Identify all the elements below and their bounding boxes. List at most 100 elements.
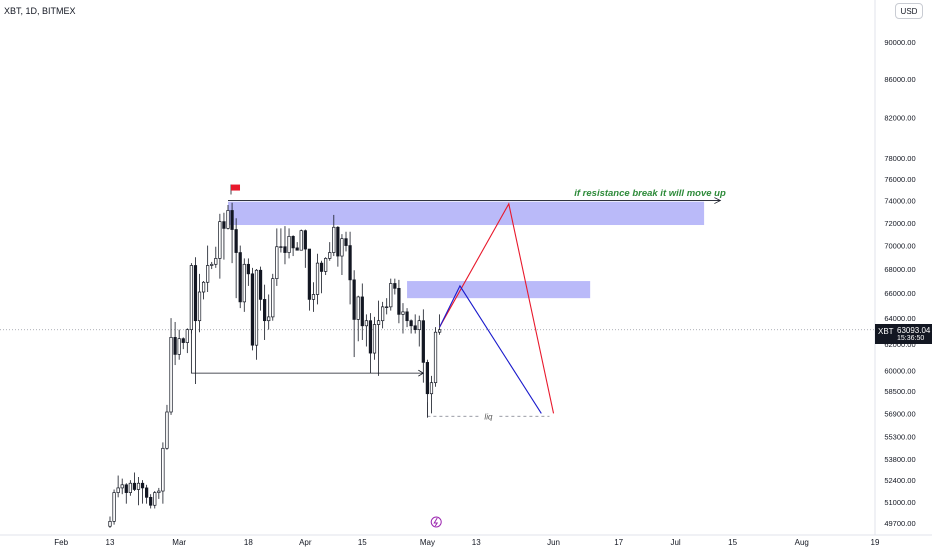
candle-bear: [409, 320, 413, 327]
candle-bull: [433, 331, 438, 384]
currency-button[interactable]: USD: [895, 3, 923, 19]
y-tick-label: 64000.00: [884, 314, 915, 323]
y-tick-label: 72000.00: [884, 219, 915, 228]
y-tick-label: 86000.00: [884, 75, 915, 84]
y-tick-label: 82000.00: [884, 113, 915, 122]
resistance-zone: [407, 281, 591, 299]
candle-bear: [421, 320, 425, 363]
candle-bull: [197, 291, 202, 322]
candle-bear: [230, 210, 234, 230]
candle-bull: [271, 278, 275, 318]
candle-bear: [283, 246, 287, 253]
candle-bear: [368, 320, 373, 354]
x-tick-label: 19: [871, 538, 880, 547]
x-tick-label: May: [420, 538, 435, 547]
candle-bull: [267, 316, 271, 322]
candle-bull: [328, 252, 332, 259]
candle-bull: [206, 265, 210, 283]
candle-bear: [250, 273, 255, 346]
y-tick-label: 56900.00: [884, 409, 915, 418]
candle-bull: [214, 258, 218, 265]
price-tag-symbol: XBT: [878, 327, 894, 336]
candle-bull: [108, 521, 112, 527]
candle-bear: [173, 337, 177, 355]
y-tick-label: 68000.00: [884, 265, 915, 274]
flag-icon: [231, 184, 241, 191]
candle-bull: [315, 262, 320, 295]
candle-bull: [324, 258, 328, 272]
candle-bull: [185, 329, 189, 343]
candle-bull: [385, 306, 389, 308]
candle-bull: [332, 226, 336, 253]
y-tick-label: 78000.00: [884, 154, 915, 163]
x-tick-label: 17: [614, 538, 623, 547]
candle-bull: [401, 311, 405, 315]
candle-bear: [132, 482, 137, 490]
liquidity-label: liq: [484, 412, 493, 421]
x-tick-label: Aug: [795, 538, 809, 547]
candle-bull: [120, 484, 124, 489]
candle-bull: [364, 320, 368, 327]
x-tick-label: 18: [244, 538, 253, 547]
candle-bull: [381, 306, 385, 322]
candle-bear: [336, 226, 340, 257]
candle-bull: [279, 246, 283, 248]
candle-bear: [246, 263, 250, 275]
candle-bear: [319, 262, 324, 272]
y-tick-label: 76000.00: [884, 175, 915, 184]
x-tick-label: 15: [358, 538, 367, 547]
candle-bear: [344, 238, 348, 246]
candle-bear: [140, 482, 145, 489]
y-tick-label: 90000.00: [884, 38, 915, 47]
candle-bear: [234, 229, 238, 253]
candle-bear: [238, 252, 242, 303]
candle-bull: [189, 265, 193, 330]
resistance-arrow-head: [714, 197, 722, 204]
y-tick-label: 58500.00: [884, 387, 915, 396]
candle-bull: [376, 320, 381, 325]
candle-bull: [299, 230, 303, 251]
x-tick-label: Apr: [299, 538, 312, 547]
candle-bear: [193, 265, 198, 322]
candle-bull: [372, 324, 377, 354]
candle-bull: [275, 246, 279, 279]
lightning-glyph-icon: [433, 517, 439, 527]
candle-bear: [124, 484, 128, 493]
resistance-zone: [228, 201, 705, 226]
candle-bull: [201, 281, 206, 293]
x-tick-label: 13: [472, 538, 481, 547]
candle-bear: [307, 248, 311, 300]
y-tick-label: 66000.00: [884, 289, 915, 298]
candle-bear: [397, 287, 401, 315]
price-tag-value: 63093.04: [897, 326, 931, 335]
candle-bear: [425, 362, 430, 395]
candle-bull: [356, 296, 360, 320]
candle-bear: [145, 487, 149, 498]
symbol-title: XBT, 1D, BITMEX: [4, 6, 76, 16]
candle-bull: [153, 492, 157, 506]
projection-path-blue: [439, 284, 542, 414]
candle-bull: [165, 411, 169, 449]
candle-bull: [169, 337, 173, 413]
y-tick-label: 70000.00: [884, 242, 915, 251]
price-tag-countdown: 15:36:50: [897, 335, 925, 342]
y-tick-label: 51000.00: [884, 498, 915, 507]
current-price-tag: XBT 63093.04 15:36:50: [875, 324, 932, 344]
y-tick-label: 55300.00: [884, 433, 915, 442]
candle-bear: [258, 269, 263, 300]
candle-bear: [393, 283, 397, 289]
candle-bull: [437, 329, 442, 333]
candle-bear: [149, 496, 153, 506]
resistance-annotation: if resistance break it will move up: [574, 188, 726, 199]
candle-bull: [136, 482, 141, 490]
candle-bull: [210, 263, 214, 266]
y-tick-label: 49700.00: [884, 519, 915, 528]
candle-bull: [112, 492, 116, 522]
candle-bull: [242, 263, 246, 303]
x-tick-label: Feb: [54, 538, 68, 547]
y-tick-label: 52400.00: [884, 476, 915, 485]
candle-bull: [311, 294, 316, 300]
liquidity-label-bg: [480, 411, 497, 422]
